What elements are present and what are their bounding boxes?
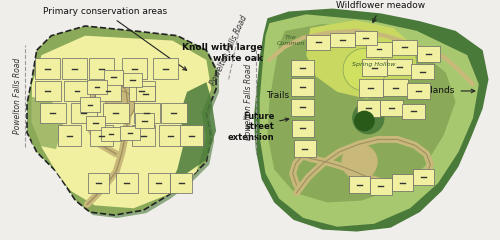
Bar (366, 42, 392, 57)
Bar (370, 178, 392, 195)
Text: Powelton Falls Road: Powelton Falls Road (208, 14, 249, 87)
Bar (40, 102, 66, 123)
Polygon shape (254, 9, 488, 232)
Bar (132, 125, 155, 146)
Bar (62, 58, 87, 79)
Bar (358, 79, 383, 97)
Bar (64, 81, 90, 101)
Bar (306, 35, 330, 50)
Bar (411, 64, 434, 79)
Bar (88, 173, 110, 193)
Bar (170, 173, 192, 193)
Bar (153, 58, 178, 79)
Polygon shape (32, 36, 211, 208)
Bar (290, 78, 314, 96)
Bar (90, 125, 114, 146)
Bar (354, 31, 377, 45)
Bar (122, 58, 147, 79)
Bar (380, 100, 403, 116)
Bar (88, 80, 106, 94)
Bar (86, 116, 105, 130)
Bar (392, 40, 417, 55)
Polygon shape (27, 26, 216, 215)
Bar (402, 104, 424, 119)
Text: Primary conservation areas: Primary conservation areas (42, 7, 186, 70)
Bar (134, 113, 154, 128)
Text: Trails: Trails (266, 90, 302, 100)
Bar (180, 125, 204, 146)
Bar (95, 81, 121, 101)
Bar (129, 81, 155, 101)
Bar (122, 73, 142, 87)
Bar (159, 125, 182, 146)
Polygon shape (268, 24, 456, 203)
Bar (356, 100, 380, 117)
Text: Spring Hollow: Spring Hollow (352, 62, 396, 67)
Text: Woodlands: Woodlands (406, 86, 475, 96)
Bar (407, 83, 430, 99)
Polygon shape (260, 14, 479, 227)
Polygon shape (170, 82, 216, 183)
Bar (70, 102, 97, 123)
Bar (102, 127, 120, 141)
Bar (290, 99, 314, 116)
Bar (392, 174, 413, 191)
Bar (89, 58, 114, 79)
Text: Wildflower meadow: Wildflower meadow (336, 1, 426, 22)
Bar (148, 173, 170, 193)
Bar (134, 102, 160, 123)
Bar (386, 59, 412, 75)
Bar (35, 58, 60, 79)
Bar (104, 70, 123, 85)
Bar (362, 59, 386, 76)
Circle shape (106, 91, 134, 120)
Text: Future
street
extension: Future street extension (228, 112, 288, 142)
Bar (80, 97, 100, 112)
Bar (161, 102, 187, 123)
Text: The
Common: The Common (276, 35, 305, 46)
Circle shape (343, 48, 386, 91)
Polygon shape (30, 29, 219, 218)
Circle shape (354, 111, 374, 131)
Bar (58, 125, 82, 146)
Bar (292, 120, 314, 137)
Bar (294, 140, 316, 157)
Bar (102, 102, 129, 123)
Bar (330, 33, 354, 47)
Circle shape (342, 144, 377, 179)
Bar (120, 126, 140, 140)
Text: Powelton Falls Road: Powelton Falls Road (244, 64, 252, 140)
Circle shape (353, 102, 384, 134)
Text: Powelton Falls Road: Powelton Falls Road (13, 58, 22, 134)
Bar (383, 79, 408, 96)
Bar (417, 46, 440, 62)
Polygon shape (306, 20, 417, 99)
Bar (290, 60, 314, 76)
Bar (35, 81, 61, 101)
Bar (413, 168, 434, 185)
Bar (116, 173, 138, 193)
Text: Knoll with large
white oak: Knoll with large white oak (182, 43, 262, 63)
Bar (136, 86, 155, 101)
Bar (349, 176, 370, 193)
Polygon shape (32, 97, 63, 149)
